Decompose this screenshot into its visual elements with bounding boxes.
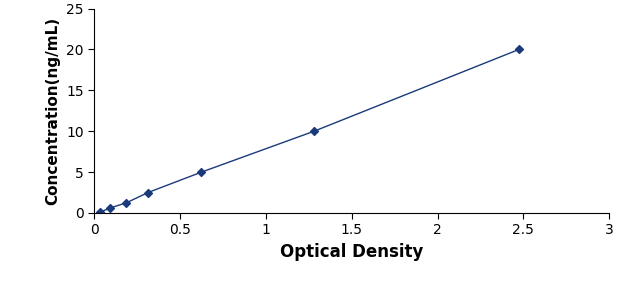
Point <box>197 170 207 174</box>
Point <box>94 210 104 215</box>
X-axis label: Optical Density: Optical Density <box>280 243 423 261</box>
Point <box>106 206 116 210</box>
Point <box>143 190 153 195</box>
Point <box>121 201 131 205</box>
Point <box>514 47 524 52</box>
Point <box>309 129 319 133</box>
Y-axis label: Concentration(ng/mL): Concentration(ng/mL) <box>46 17 61 205</box>
